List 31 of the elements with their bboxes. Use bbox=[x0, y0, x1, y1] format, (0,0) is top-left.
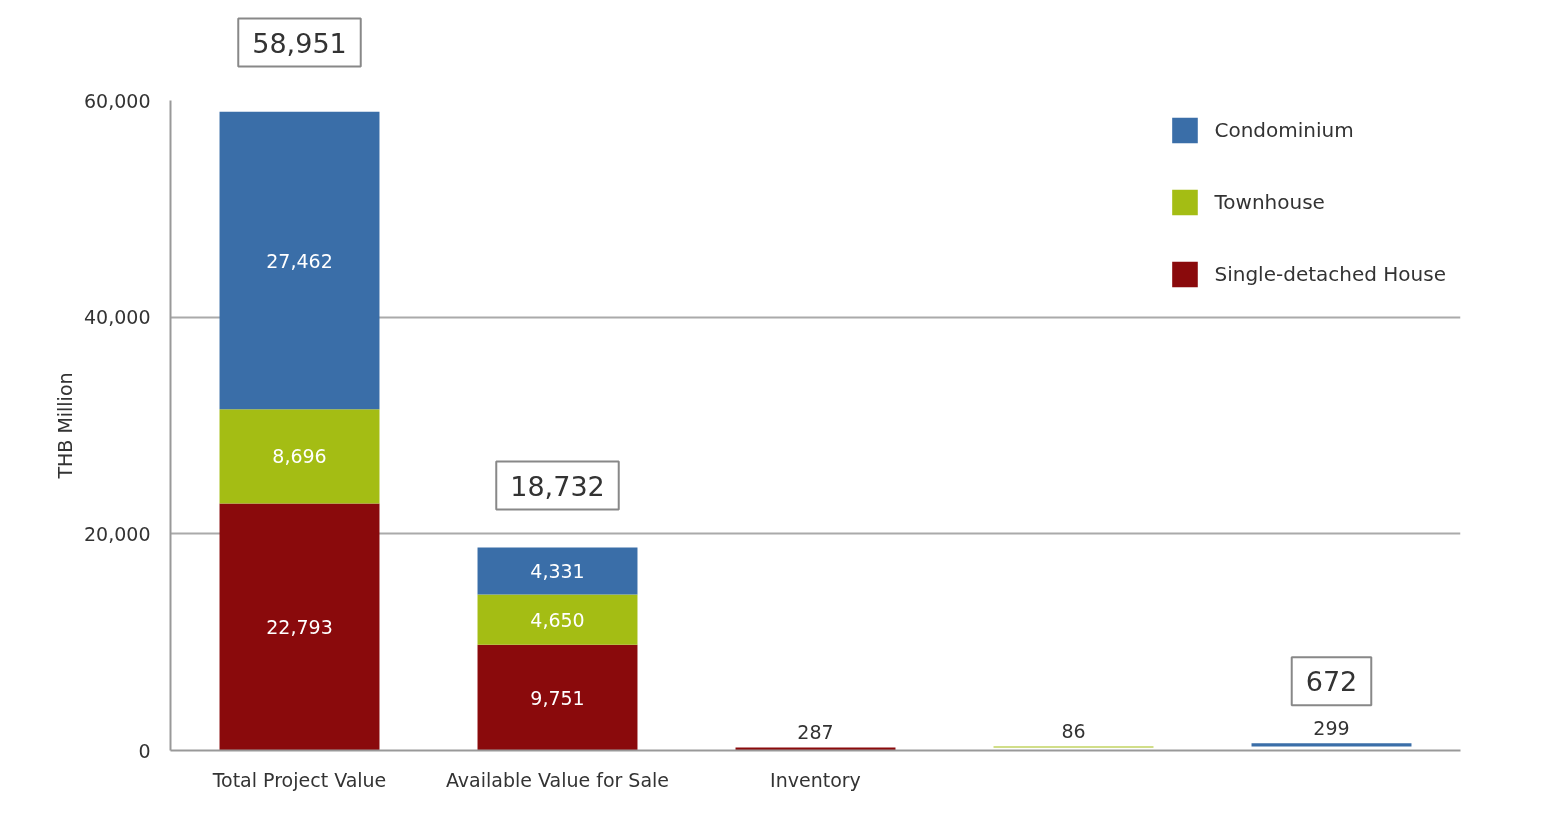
y-tick-label: 20,000 bbox=[84, 522, 151, 545]
x-tick-label: Inventory bbox=[770, 768, 861, 791]
legend-label: Townhouse bbox=[1214, 190, 1325, 214]
x-tick-label: Total Project Value bbox=[211, 768, 387, 791]
bar bbox=[219, 503, 380, 751]
y-axis-title: THB Million bbox=[54, 372, 77, 480]
y-tick-label: 40,000 bbox=[84, 306, 151, 329]
legend-label: Condominium bbox=[1214, 118, 1354, 142]
data-label: 9,751 bbox=[530, 686, 585, 709]
data-label: 4,331 bbox=[530, 560, 585, 583]
total-label: 18,732 bbox=[510, 470, 605, 502]
total-label: 58,951 bbox=[252, 27, 347, 59]
data-label: 4,650 bbox=[530, 608, 585, 631]
data-label: 27,462 bbox=[266, 249, 333, 272]
annotation: 672 bbox=[1305, 666, 1358, 698]
bar bbox=[219, 111, 380, 410]
legend-label: Single-detached House bbox=[1214, 262, 1446, 286]
bar bbox=[735, 747, 896, 751]
data-label: 86 bbox=[1061, 720, 1086, 743]
y-tick-label: 60,000 bbox=[84, 89, 151, 112]
data-label: 299 bbox=[1313, 717, 1350, 740]
x-tick-label: Available Value for Sale bbox=[445, 768, 670, 791]
data-label: 8,696 bbox=[272, 445, 327, 468]
bar bbox=[1251, 743, 1412, 747]
bar bbox=[477, 594, 638, 645]
data-label: 22,793 bbox=[266, 616, 333, 639]
bar bbox=[477, 547, 638, 595]
data-label: 287 bbox=[797, 721, 834, 744]
bar bbox=[477, 644, 638, 751]
bar bbox=[219, 409, 380, 504]
y-tick-label: 0 bbox=[138, 739, 151, 762]
